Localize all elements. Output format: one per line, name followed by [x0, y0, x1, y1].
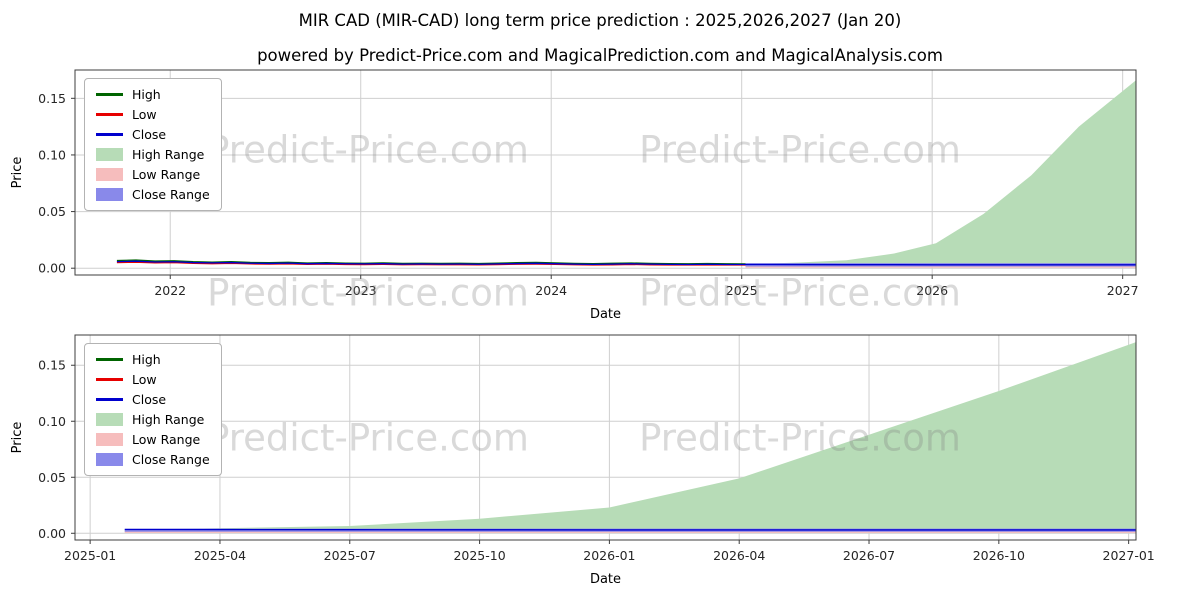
legend-swatch-patch	[96, 168, 123, 181]
legend-swatch-patch	[96, 453, 123, 466]
y-tick-label: 0.05	[38, 470, 66, 485]
x-tick-label: 2025-07	[324, 548, 376, 563]
high-range-area	[745, 80, 1136, 268]
high-line	[116, 259, 746, 265]
legend-swatch-patch	[96, 413, 123, 426]
y-axis-label: Price	[10, 422, 25, 454]
legend-label: Close Range	[132, 452, 210, 467]
x-tick-label: 2026-10	[973, 548, 1025, 563]
x-tick-label: 2025-04	[194, 548, 246, 563]
legend-item-close: Close	[96, 127, 210, 142]
x-tick-label: 2026-01	[583, 548, 635, 563]
x-tick-label: 2022	[154, 283, 186, 298]
legend-item-low-range: Low Range	[96, 167, 210, 182]
close-line	[116, 260, 746, 266]
x-tick-label: 2026-04	[713, 548, 765, 563]
legend-item-high: High	[96, 87, 210, 102]
legend-swatch-line	[96, 358, 123, 361]
y-tick-label: 0.15	[38, 358, 66, 373]
x-tick-label: 2026-07	[843, 548, 895, 563]
legend-swatch-patch	[96, 188, 123, 201]
price-chart-bottom-canvas: 2025-01 2025-04 2025-07 2025-10 2026-01 2026-…	[10, 334, 1155, 587]
x-tick-label: 2023	[345, 283, 377, 298]
price-chart-bottom: 2025-01 2025-04 2025-07 2025-10 2026-01 2026-…	[0, 325, 1200, 600]
high-range-area	[124, 342, 1136, 533]
legend-label: High Range	[132, 147, 205, 162]
y-tick-label: 0.10	[38, 414, 66, 429]
legend-item-close: Close	[96, 392, 210, 407]
legend-label: High Range	[132, 412, 205, 427]
x-tick-label: 2025-10	[453, 548, 505, 563]
legend-swatch-line	[96, 133, 123, 136]
y-tick-label: 0.10	[38, 147, 66, 162]
legend-label: Low Range	[132, 432, 201, 447]
x-tick-label: 2027	[1107, 283, 1139, 298]
legend-item-close-range: Close Range	[96, 452, 210, 467]
legend-label: Low	[132, 372, 157, 387]
chart-legend: High Low Close High Range Low Range Close Ran…	[84, 78, 222, 211]
legend-label: Low	[132, 107, 157, 122]
x-tick-label: 2025	[726, 283, 758, 298]
x-axis-label: Date	[590, 572, 621, 587]
legend-swatch-line	[96, 378, 123, 381]
y-tick-label: 0.00	[38, 526, 66, 541]
legend-item-low: Low	[96, 372, 210, 387]
legend-swatch-line	[96, 398, 123, 401]
x-tick-label: 2024	[535, 283, 567, 298]
y-axis-label: Price	[10, 157, 25, 189]
figure-title: MIR CAD (MIR-CAD) long term price predic…	[298, 11, 902, 30]
plot-border	[74, 334, 1137, 541]
legend-label: Close	[132, 127, 167, 142]
figure-subtitle: powered by Predict-Price.com and Magical…	[257, 46, 943, 65]
x-axis-label: Date	[590, 307, 621, 322]
legend-label: Close Range	[132, 187, 210, 202]
legend-item-high: High	[96, 352, 210, 367]
legend-item-low-range: Low Range	[96, 432, 210, 447]
legend-label: High	[132, 352, 161, 367]
price-chart-top-canvas: 2022 2023 2024 2025 2026 2027 0.00 0.05 0.10 0.15…	[10, 69, 1139, 322]
x-tick-label: 2027-01	[1103, 548, 1155, 563]
legend-swatch-line	[96, 113, 123, 116]
legend-label: Close	[132, 392, 167, 407]
legend-swatch-patch	[96, 433, 123, 446]
legend-label: High	[132, 87, 161, 102]
x-tick-label: 2025-01	[64, 548, 116, 563]
y-tick-label: 0.00	[38, 261, 66, 276]
legend-swatch-patch	[96, 148, 123, 161]
x-tick-label: 2026	[916, 283, 948, 298]
legend-item-low: Low	[96, 107, 210, 122]
legend-item-close-range: Close Range	[96, 187, 210, 202]
legend-swatch-line	[96, 93, 123, 96]
legend-item-high-range: High Range	[96, 147, 210, 162]
plot-border	[74, 69, 1137, 276]
legend-item-high-range: High Range	[96, 412, 210, 427]
legend-label: Low Range	[132, 167, 201, 182]
chart-legend: High Low Close High Range Low Range Close Ran…	[84, 343, 222, 476]
price-chart-top: 2022 2023 2024 2025 2026 2027 0.00 0.05 0.10 0.15…	[0, 60, 1200, 325]
y-tick-label: 0.05	[38, 204, 66, 219]
y-tick-label: 0.15	[38, 91, 66, 106]
